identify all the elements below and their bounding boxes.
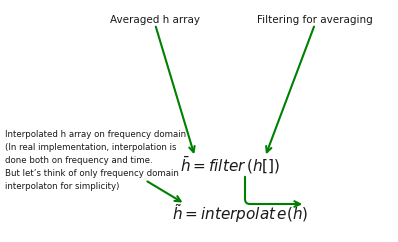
Text: But let’s think of only frequency domain: But let’s think of only frequency domain [5, 169, 179, 178]
Text: Interpolated h array on frequency domain: Interpolated h array on frequency domain [5, 130, 186, 139]
Text: interpolaton for simplicity): interpolaton for simplicity) [5, 182, 119, 191]
Text: done both on frequency and time.: done both on frequency and time. [5, 156, 152, 165]
Text: Filtering for averaging: Filtering for averaging [257, 15, 373, 25]
Text: Averaged h array: Averaged h array [110, 15, 200, 25]
Text: $\tilde{h} = \mathit{interpolat\,e}(\bar{h})$: $\tilde{h} = \mathit{interpolat\,e}(\bar… [172, 203, 308, 226]
Text: (In real implementation, interpolation is: (In real implementation, interpolation i… [5, 143, 176, 152]
Text: $\bar{h} = \mathit{filter}\,(h[])$: $\bar{h} = \mathit{filter}\,(h[])$ [180, 154, 280, 175]
